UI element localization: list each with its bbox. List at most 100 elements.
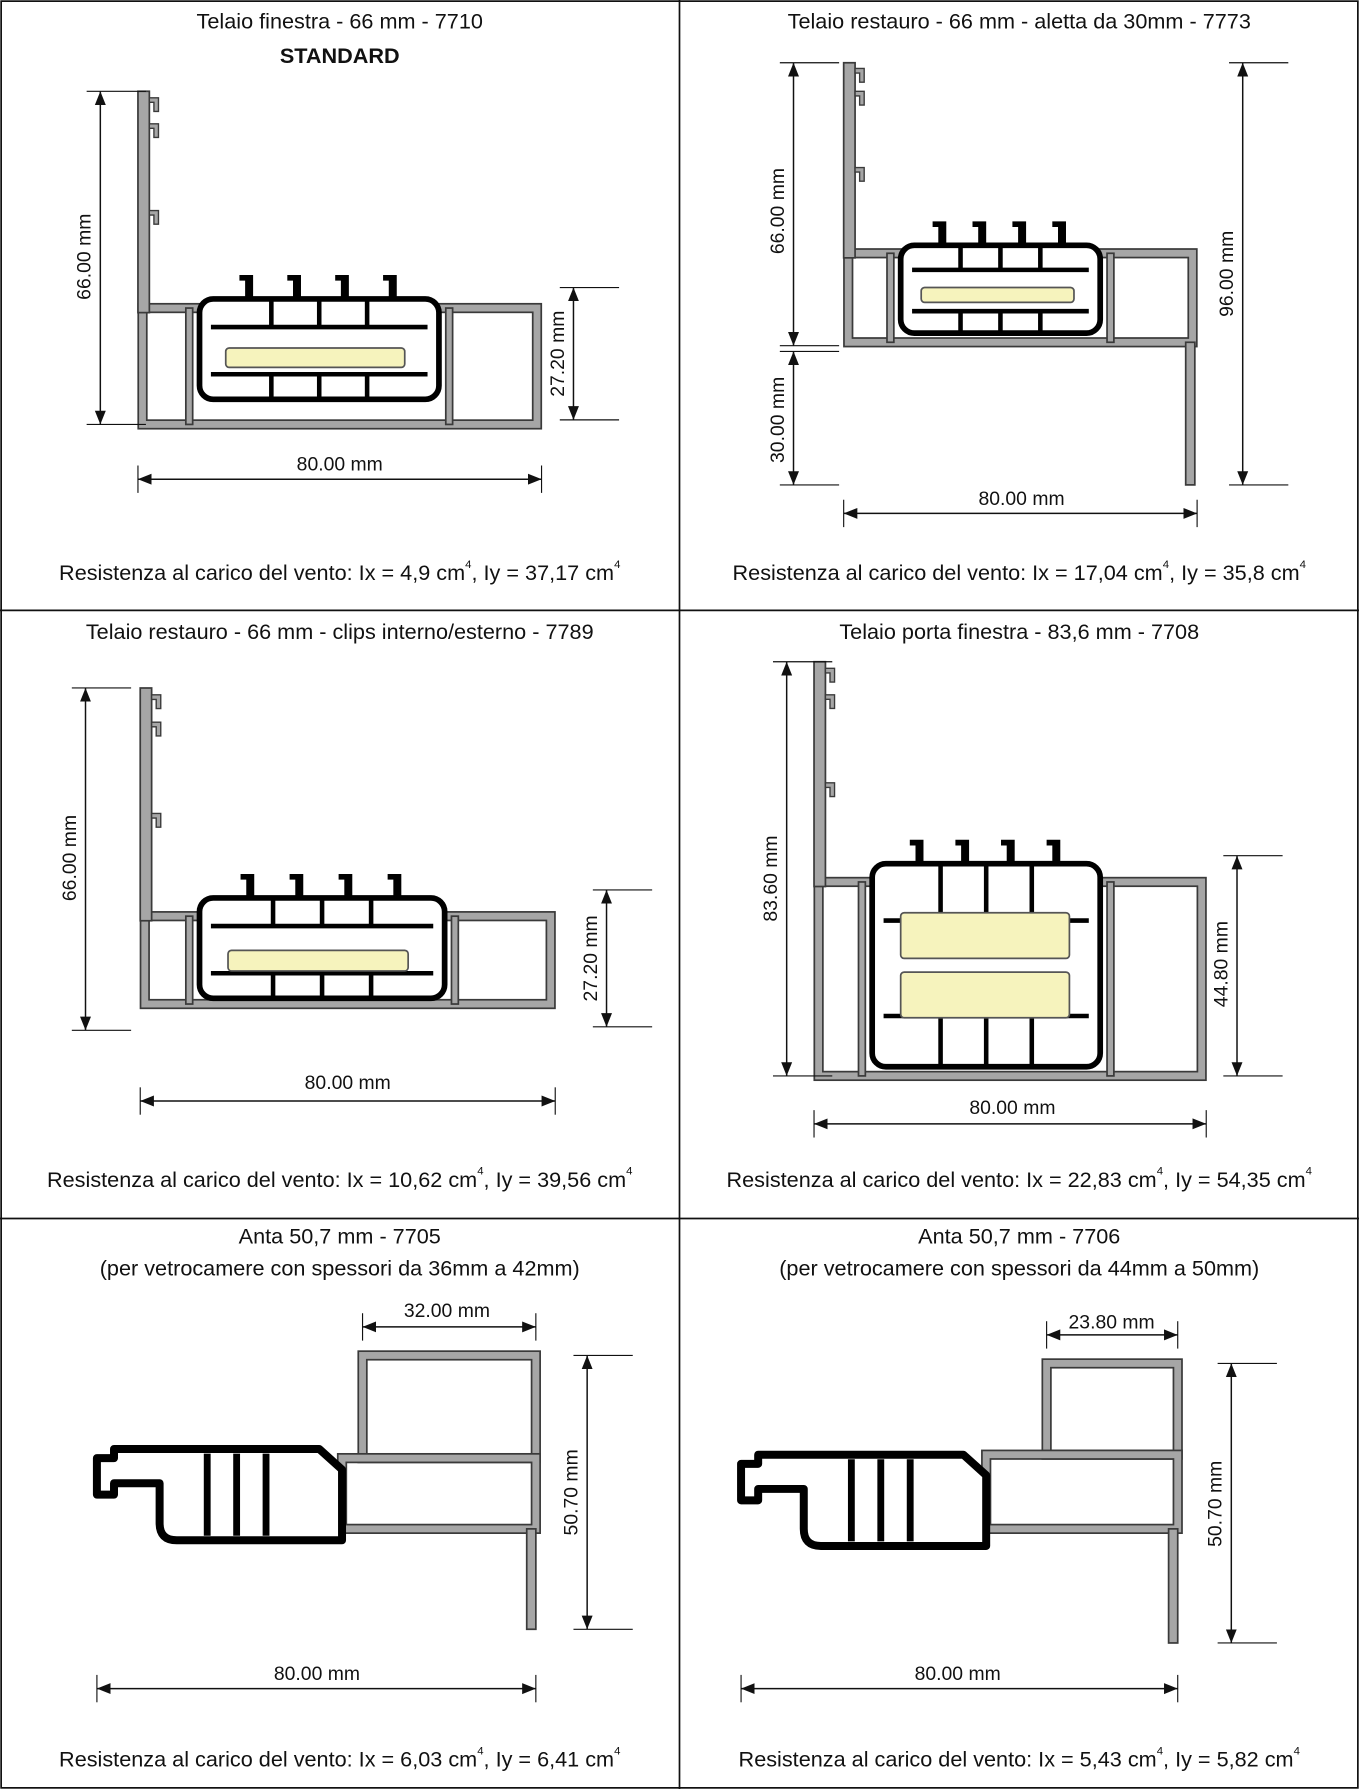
superscript: 4 <box>1294 1745 1300 1757</box>
gasket-nub <box>909 839 924 864</box>
gasket-nub <box>1001 839 1015 864</box>
superscript: 4 <box>1163 559 1169 571</box>
profile-hook <box>854 90 865 106</box>
profile-bar <box>184 307 194 426</box>
dimension-label: 80.00 mm <box>305 1072 391 1094</box>
glass-insert <box>920 286 1075 304</box>
wind-text: Resistenza al carico del vento: Ix = 6,0… <box>59 1746 477 1771</box>
superscript: 4 <box>614 1745 620 1757</box>
profile-bar <box>184 915 194 1005</box>
wind-text: Resistenza al carico del vento: Ix = 22,… <box>727 1167 1157 1192</box>
profile-hook <box>824 782 836 798</box>
dimension-label: 66.00 mm <box>59 815 81 901</box>
dimension-label: 50.70 mm <box>1205 1461 1227 1547</box>
profile-bar <box>1167 1528 1179 1644</box>
sash-profile <box>92 1445 347 1545</box>
profile-wall <box>981 1449 1183 1534</box>
profile-wall <box>1041 1358 1183 1460</box>
dimension-label: 80.00 mm <box>297 454 383 476</box>
superscript: 4 <box>1300 559 1306 571</box>
dimension-label: 66.00 mm <box>74 214 96 300</box>
profile-bar <box>1184 341 1196 486</box>
profile-wall <box>982 1451 1182 1533</box>
wind-text: Resistenza al carico del vento: Ix = 10,… <box>47 1167 477 1192</box>
wind-text: , Iy = 39,56 cm <box>484 1167 627 1192</box>
cell-title: Telaio restauro - 66 mm - clips interno/… <box>86 619 594 644</box>
gasket-nub <box>335 274 349 299</box>
superscript: 4 <box>477 1745 483 1757</box>
profile-wall <box>1043 1360 1182 1459</box>
superscript: 4 <box>1157 1745 1163 1757</box>
profile-hook <box>824 694 836 710</box>
gasket-nub <box>240 873 255 898</box>
cell-title: Telaio restauro - 66 mm - aletta da 30mm… <box>788 9 1251 34</box>
dimension-label: 80.00 mm <box>978 488 1064 510</box>
profile-hook <box>148 97 160 113</box>
gasket-nub <box>1052 221 1066 246</box>
profile-hook <box>150 812 162 828</box>
gasket-nub <box>287 274 301 299</box>
wind-resistance: Resistenza al carico del vento: Ix = 10,… <box>47 1166 632 1192</box>
wind-resistance: Resistenza al carico del vento: Ix = 5,4… <box>739 1745 1300 1771</box>
profile-cell: Anta 50,7 mm - 7705 (per vetrocamere con … <box>59 1224 633 1771</box>
dimension-label: 80.00 mm <box>274 1663 360 1685</box>
wind-text: Resistenza al carico del vento: Ix = 5,4… <box>739 1746 1157 1771</box>
profile-bar <box>525 1528 537 1631</box>
profile-cell: Anta 50,7 mm - 7706 (per vetrocamere con … <box>737 1224 1300 1771</box>
cell-title: Telaio porta finestra - 83,6 mm - 7708 <box>839 619 1199 644</box>
profile-hook <box>854 166 865 182</box>
superscript: 4 <box>465 559 471 571</box>
superscript: 4 <box>626 1166 632 1178</box>
profile-hook <box>148 209 160 225</box>
profile-bar <box>813 660 827 888</box>
profile-bar <box>139 687 153 922</box>
superscript: 4 <box>477 1166 483 1178</box>
dimension-label: 23.80 mm <box>1069 1312 1155 1334</box>
superscript: 4 <box>1157 1166 1163 1178</box>
glass-insert <box>224 347 406 369</box>
gasket-nub <box>383 274 397 299</box>
profile-bar <box>137 90 151 314</box>
gasket-nub <box>239 274 254 299</box>
profile-bar <box>842 61 856 259</box>
wind-text: Resistenza al carico del vento: Ix = 4,9… <box>59 560 465 585</box>
wind-resistance: Resistenza al carico del vento: Ix = 22,… <box>727 1166 1312 1192</box>
cell-subtitle: STANDARD <box>280 43 400 68</box>
profile-hook <box>854 67 865 83</box>
gasket-nub <box>387 873 402 898</box>
profile-bar <box>1106 881 1115 1077</box>
cell-title: Telaio finestra - 66 mm - 7710 <box>197 9 483 34</box>
profile-wall <box>336 1452 541 1534</box>
profile-bar <box>444 307 454 426</box>
cell-subtitle: (per vetrocamere con spessori da 44mm a … <box>779 1256 1259 1281</box>
wind-resistance: Resistenza al carico del vento: Ix = 4,9… <box>59 559 620 585</box>
gasket-nub <box>338 873 353 898</box>
profile-cell: Telaio finestra - 66 mm - 7710 STANDARD 66… <box>59 9 620 585</box>
wind-text: Resistenza al carico del vento: Ix = 17,… <box>733 560 1163 585</box>
profile-wall <box>357 1350 541 1464</box>
dimension-label: 80.00 mm <box>969 1097 1055 1119</box>
dimension-label: 27.20 mm <box>547 311 569 397</box>
profile-cell: Telaio restauro - 66 mm - aletta da 30mm… <box>733 9 1306 585</box>
profile-hook <box>824 667 836 683</box>
wind-resistance: Resistenza al carico del vento: Ix = 17,… <box>733 559 1306 585</box>
wind-text: , Iy = 37,17 cm <box>472 560 615 585</box>
dimension-label: 50.70 mm <box>560 1449 582 1535</box>
gasket-nub <box>955 839 970 864</box>
glass-insert <box>899 971 1071 1019</box>
wind-text: , Iy = 6,41 cm <box>484 1746 615 1771</box>
profile-cell: Telaio porta finestra - 83,6 mm - 7708 83… <box>727 619 1312 1192</box>
cell-title: Anta 50,7 mm - 7706 <box>918 1224 1120 1249</box>
glass-insert <box>899 911 1071 960</box>
sash-profile <box>737 1450 991 1550</box>
cell-subtitle: (per vetrocamere con spessori da 36mm a … <box>100 1256 580 1281</box>
profile-cell: Telaio restauro - 66 mm - clips interno/… <box>47 619 653 1192</box>
cell-title: Anta 50,7 mm - 7705 <box>239 1224 441 1249</box>
profile-bar <box>886 252 895 344</box>
dimension-label: 66.00 mm <box>767 168 789 254</box>
gasket-nub <box>1046 839 1061 864</box>
profile-bar <box>1106 252 1115 344</box>
dimension-label: 80.00 mm <box>915 1663 1001 1685</box>
